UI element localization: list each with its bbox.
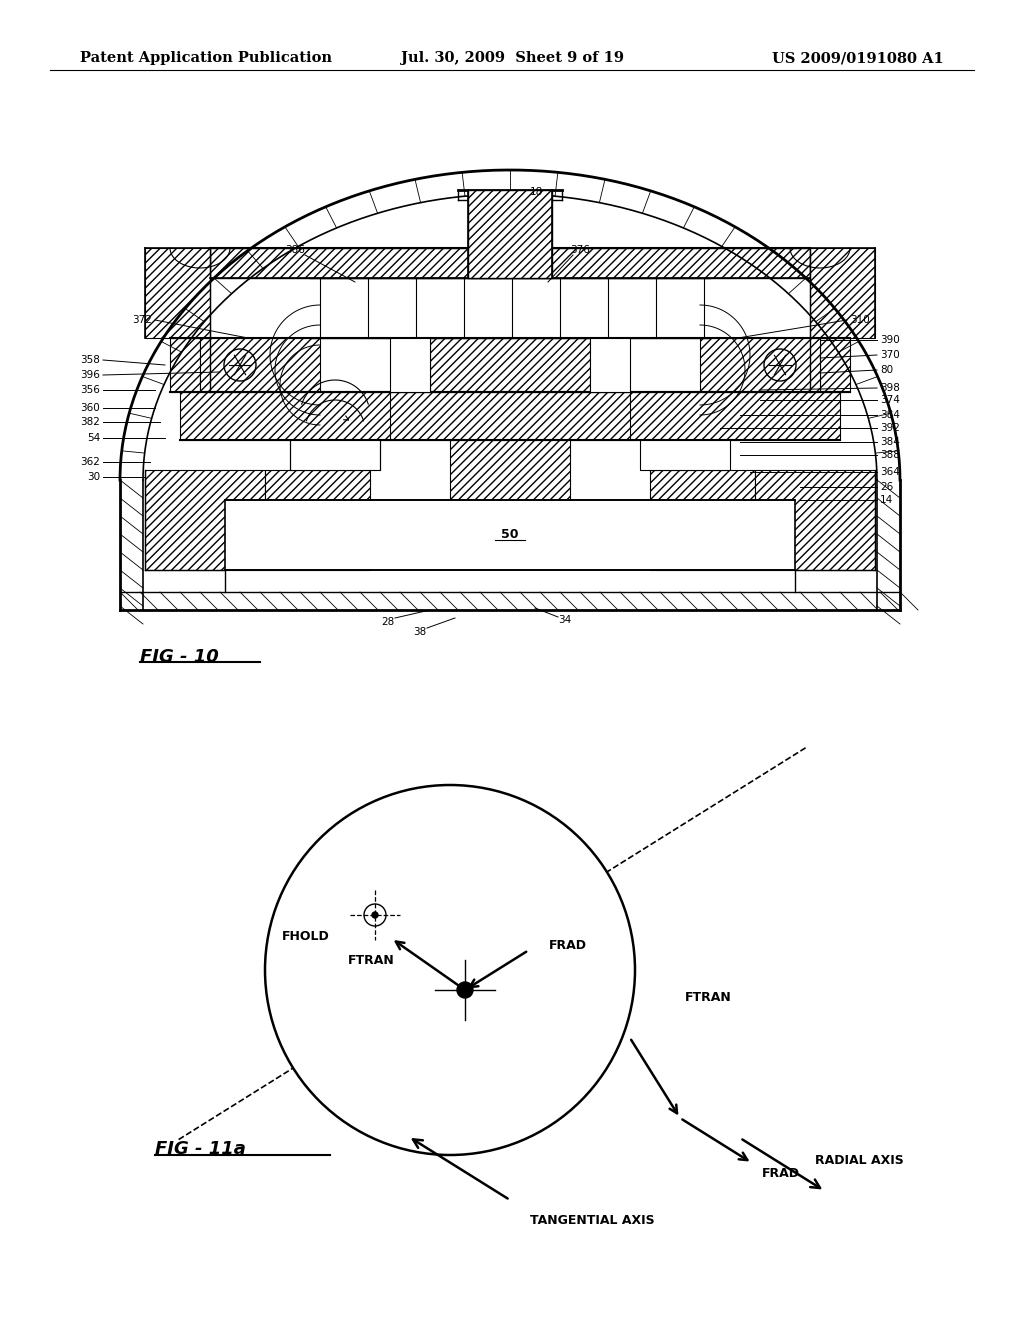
Text: 362: 362 xyxy=(80,457,100,467)
Text: 310: 310 xyxy=(850,315,869,325)
Text: FIG - 10: FIG - 10 xyxy=(140,648,219,667)
Bar xyxy=(590,338,630,392)
Text: 14: 14 xyxy=(880,495,893,506)
Text: 34: 34 xyxy=(558,615,571,624)
Text: 376: 376 xyxy=(570,246,590,255)
Bar xyxy=(180,392,840,440)
Text: 358: 358 xyxy=(80,355,100,366)
Text: US 2009/0191080 A1: US 2009/0191080 A1 xyxy=(772,51,944,65)
Text: 26: 26 xyxy=(880,482,893,492)
Text: FRAD: FRAD xyxy=(762,1167,800,1180)
Text: TANGENTIAL AXIS: TANGENTIAL AXIS xyxy=(530,1213,654,1226)
Bar xyxy=(290,440,380,470)
Text: 388: 388 xyxy=(880,450,900,459)
Text: 28: 28 xyxy=(381,616,394,627)
Text: 356: 356 xyxy=(80,385,100,395)
Bar xyxy=(700,338,820,392)
Bar xyxy=(145,248,210,338)
Text: 38: 38 xyxy=(414,627,427,638)
Bar xyxy=(468,190,552,279)
Text: FIG - 11a: FIG - 11a xyxy=(155,1140,246,1158)
Text: 360: 360 xyxy=(80,403,100,413)
Circle shape xyxy=(372,912,378,917)
Bar xyxy=(755,470,874,570)
Circle shape xyxy=(265,785,635,1155)
Text: 390: 390 xyxy=(880,335,900,345)
Text: 50: 50 xyxy=(502,528,519,541)
Bar xyxy=(430,338,590,392)
Text: RADIAL AXIS: RADIAL AXIS xyxy=(815,1155,903,1167)
Text: 392: 392 xyxy=(880,422,900,433)
Bar xyxy=(210,248,810,279)
Text: 374: 374 xyxy=(880,395,900,405)
Text: 18: 18 xyxy=(530,187,544,197)
Text: 54: 54 xyxy=(87,433,100,444)
Bar xyxy=(145,470,265,570)
Text: FRAD: FRAD xyxy=(549,939,587,952)
Text: 384: 384 xyxy=(880,437,900,447)
Bar xyxy=(390,338,430,392)
Text: 384: 384 xyxy=(880,411,900,420)
Text: 386: 386 xyxy=(285,246,305,255)
Text: 370: 370 xyxy=(880,350,900,360)
Text: 80: 80 xyxy=(880,366,893,375)
Bar xyxy=(820,338,850,392)
Bar xyxy=(650,470,755,570)
Text: FHOLD: FHOLD xyxy=(283,931,330,944)
Text: 364: 364 xyxy=(880,467,900,477)
Text: 372: 372 xyxy=(132,315,152,325)
Bar xyxy=(640,440,730,470)
Bar xyxy=(225,500,795,570)
Text: 30: 30 xyxy=(87,473,100,482)
Bar xyxy=(265,470,370,570)
Text: FTRAN: FTRAN xyxy=(348,954,394,966)
Text: 382: 382 xyxy=(80,417,100,426)
Text: FTRAN: FTRAN xyxy=(685,991,731,1005)
Bar xyxy=(450,440,570,510)
Text: Jul. 30, 2009  Sheet 9 of 19: Jul. 30, 2009 Sheet 9 of 19 xyxy=(400,51,624,65)
Text: 398: 398 xyxy=(880,383,900,393)
Circle shape xyxy=(457,982,473,998)
Bar xyxy=(200,338,319,392)
Text: Patent Application Publication: Patent Application Publication xyxy=(80,51,332,65)
Text: 396: 396 xyxy=(80,370,100,380)
Bar xyxy=(170,338,200,392)
Bar xyxy=(810,248,874,338)
